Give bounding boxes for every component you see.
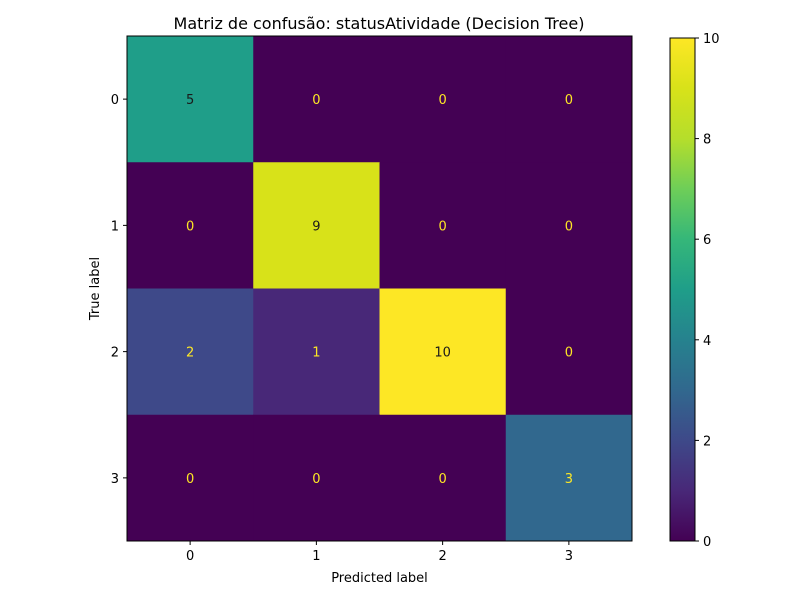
heatmap-cell-1-3 [505, 162, 633, 289]
cell-value-2-2: 10 [434, 346, 451, 361]
y-tick-label-1: 1 [111, 219, 119, 234]
cell-value-1-2: 0 [438, 219, 446, 234]
x-axis-ticks: 0 1 2 3 [186, 541, 573, 564]
colorbar-tick-label-0: 0 [703, 535, 711, 550]
y-axis-label: True label [88, 257, 103, 321]
cell-value-3-2: 0 [438, 472, 446, 487]
cell-value-1-3: 0 [565, 219, 573, 234]
y-tick-label-0: 0 [111, 93, 119, 108]
heatmap-cell-3-3 [505, 414, 633, 542]
y-tick-label-2: 2 [111, 346, 119, 361]
cell-value-3-1: 0 [312, 472, 320, 487]
cell-value-0-3: 0 [565, 93, 573, 108]
colorbar-ticks: 0 2 4 6 8 10 [695, 32, 720, 550]
heatmap-cell-1-2 [379, 162, 507, 289]
heatmap-cell-1-0 [127, 162, 254, 289]
x-tick-label-3: 3 [565, 549, 573, 564]
cell-value-2-3: 0 [565, 346, 573, 361]
cell-value-2-1: 1 [312, 346, 320, 361]
cell-value-2-0: 2 [186, 346, 194, 361]
colorbar-tick-label-2: 4 [703, 334, 711, 349]
colorbar-tick-label-5: 10 [703, 32, 720, 47]
colorbar-tick-label-3: 6 [703, 233, 711, 248]
y-tick-label-3: 3 [111, 472, 119, 487]
y-axis-ticks: 0 1 2 3 [111, 93, 127, 487]
cell-value-0-1: 0 [312, 93, 320, 108]
x-tick-label-2: 2 [438, 549, 446, 564]
heatmap-cell-0-0 [127, 36, 254, 163]
colorbar-tick-label-1: 2 [703, 434, 711, 449]
heatmap-cells [127, 36, 633, 542]
cell-value-0-0: 5 [186, 93, 194, 108]
x-axis-label: Predicted label [331, 571, 428, 586]
plot-frame [126, 35, 633, 542]
heatmap-cell-2-1 [253, 288, 380, 416]
colorbar-tick-label-4: 8 [703, 133, 711, 148]
heatmap-cell-0-1 [253, 36, 380, 163]
heatmap-cell-3-2 [379, 414, 507, 542]
cell-value-1-0: 0 [186, 219, 194, 234]
cell-value-3-3: 3 [565, 472, 573, 487]
heatmap-cell-2-3 [505, 288, 633, 416]
colorbar [669, 37, 696, 542]
cell-value-3-0: 0 [186, 472, 194, 487]
heatmap-cell-1-1 [253, 162, 380, 289]
heatmap-cell-0-3 [505, 36, 633, 163]
heatmap-cell-0-2 [379, 36, 507, 163]
chart-title: Matriz de confusão: statusAtividade (Dec… [174, 14, 585, 33]
cell-value-0-2: 0 [438, 93, 446, 108]
heatmap-cell-2-0 [127, 288, 254, 416]
cell-value-labels: 5 0 0 0 0 9 0 0 2 1 10 0 0 0 0 3 [186, 93, 573, 487]
heatmap-cell-3-0 [127, 414, 254, 542]
heatmap-cell-3-1 [253, 414, 380, 542]
heatmap-cell-2-2 [379, 288, 507, 416]
x-tick-label-1: 1 [312, 549, 320, 564]
x-tick-label-0: 0 [186, 549, 194, 564]
cell-value-1-1: 9 [312, 219, 320, 234]
